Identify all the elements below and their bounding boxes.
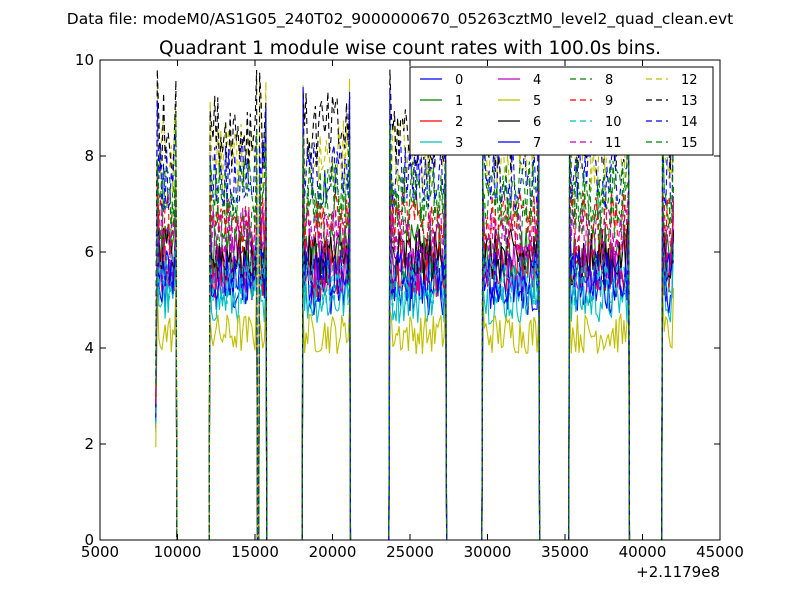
y-tick-label-3: 6 (84, 243, 94, 261)
series-line-1 (155, 181, 675, 541)
legend-label-8: 8 (605, 73, 613, 88)
x-tick-label-7: 40000 (619, 543, 667, 561)
x-offset-label: +2.1179e8 (636, 563, 720, 581)
x-tick-label-0: 5000 (81, 543, 119, 561)
legend-label-11: 11 (605, 136, 622, 151)
legend-label-5: 5 (533, 94, 541, 109)
x-tick-label-2: 15000 (231, 543, 279, 561)
series-line-8 (155, 148, 675, 541)
chart-suptitle: Data file: modeM0/AS1G05_240T02_90000006… (67, 10, 733, 29)
x-tick-label-1: 10000 (154, 543, 202, 561)
legend-label-13: 13 (681, 94, 698, 109)
x-tick-label-8: 45000 (696, 543, 744, 561)
series-line-9 (155, 144, 675, 541)
series-line-6 (155, 192, 675, 541)
series-line-15 (155, 108, 675, 541)
y-tick-label-2: 4 (84, 339, 94, 357)
y-tick-label-1: 2 (84, 435, 94, 453)
x-tick-label-6: 35000 (541, 543, 589, 561)
legend-label-3: 3 (455, 136, 463, 151)
legend-label-0: 0 (455, 73, 463, 88)
series-line-10 (155, 221, 675, 541)
series-line-11 (155, 167, 675, 541)
y-tick-label-4: 8 (84, 147, 94, 165)
legend-label-6: 6 (533, 115, 541, 130)
legend-label-1: 1 (455, 94, 463, 109)
x-tick-label-3: 20000 (309, 543, 357, 561)
legend-box (409, 66, 714, 156)
series-line-5 (155, 283, 675, 541)
legend-label-10: 10 (605, 115, 622, 130)
legend-label-7: 7 (533, 136, 541, 151)
y-tick-label-0: 0 (84, 531, 94, 549)
x-tick-label-4: 25000 (386, 543, 434, 561)
legend-label-9: 9 (605, 94, 613, 109)
legend-label-2: 2 (455, 115, 463, 130)
axis-ticks: 5000 10000 15000 20000 25000 30000 35000 40000 4… (75, 51, 744, 561)
chart-title: Quadrant 1 module wise count rates with … (159, 38, 661, 59)
legend-label-12: 12 (681, 73, 698, 88)
y-tick-label-5: 10 (75, 51, 94, 69)
series-line-7 (155, 211, 675, 541)
series-line-3 (155, 241, 675, 541)
legend-label-15: 15 (681, 136, 698, 151)
legend-label-14: 14 (681, 115, 698, 130)
series-line-4 (155, 199, 675, 541)
x-tick-label-5: 30000 (464, 543, 512, 561)
legend-label-4: 4 (533, 73, 541, 88)
